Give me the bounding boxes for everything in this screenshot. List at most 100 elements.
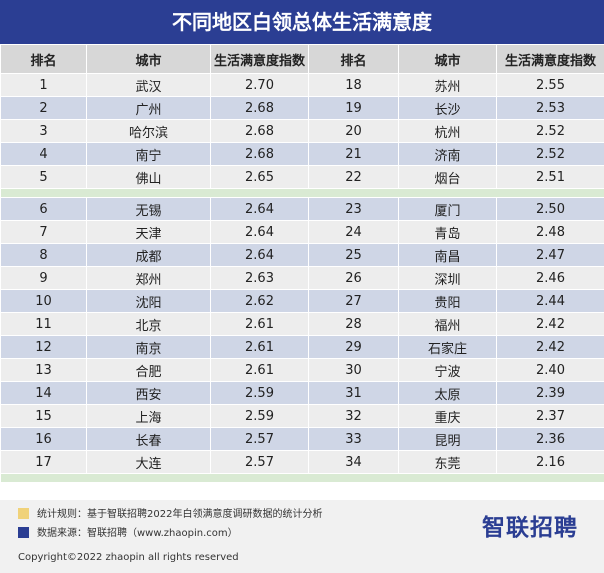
table-separator — [0, 473, 604, 483]
score-cell: 2.53 — [496, 96, 604, 120]
city-cell: 沈阳 — [86, 289, 211, 313]
table-separator — [0, 188, 604, 198]
city-cell: 佛山 — [86, 165, 211, 189]
header-rank: 排名 — [0, 44, 87, 74]
city-cell: 长沙 — [398, 96, 497, 120]
rank-cell: 20 — [308, 119, 399, 143]
city-cell: 深圳 — [398, 266, 497, 290]
header-rank: 排名 — [308, 44, 399, 74]
source-legend: 数据来源：智联招聘（www.zhaopin.com） — [18, 527, 238, 541]
score-cell: 2.44 — [496, 289, 604, 313]
rank-cell: 18 — [308, 73, 399, 97]
rank-cell: 3 — [0, 119, 87, 143]
rank-cell: 6 — [0, 197, 87, 221]
header-city: 城市 — [86, 44, 211, 74]
score-cell: 2.59 — [210, 404, 309, 428]
city-cell: 东莞 — [398, 450, 497, 474]
city-cell: 成都 — [86, 243, 211, 267]
header-score: 生活满意度指数 — [496, 44, 604, 74]
city-cell: 厦门 — [398, 197, 497, 221]
score-cell: 2.42 — [496, 312, 604, 336]
rank-cell: 24 — [308, 220, 399, 244]
score-cell: 2.40 — [496, 358, 604, 382]
city-cell: 大连 — [86, 450, 211, 474]
rank-cell: 29 — [308, 335, 399, 359]
score-cell: 2.64 — [210, 197, 309, 221]
rank-cell: 32 — [308, 404, 399, 428]
score-cell: 2.70 — [210, 73, 309, 97]
rank-cell: 22 — [308, 165, 399, 189]
yellow-square-icon — [18, 508, 29, 519]
rank-cell: 28 — [308, 312, 399, 336]
table-row: 2 广州 2.68 19 长沙 2.53 — [0, 96, 604, 120]
rank-cell: 4 — [0, 142, 87, 166]
rank-cell: 31 — [308, 381, 399, 405]
score-cell: 2.39 — [496, 381, 604, 405]
city-cell: 北京 — [86, 312, 211, 336]
city-cell: 南昌 — [398, 243, 497, 267]
city-cell: 重庆 — [398, 404, 497, 428]
table-header-row: 排名 城市 生活满意度指数 排名 城市 生活满意度指数 — [0, 44, 604, 74]
copyright-text: Copyright©2022 zhaopin all rights reserv… — [18, 552, 239, 563]
rank-cell: 5 — [0, 165, 87, 189]
rank-cell: 19 — [308, 96, 399, 120]
score-cell: 2.48 — [496, 220, 604, 244]
table-row: 5 佛山 2.65 22 烟台 2.51 — [0, 165, 604, 189]
rank-cell: 7 — [0, 220, 87, 244]
city-cell: 哈尔滨 — [86, 119, 211, 143]
score-cell: 2.68 — [210, 119, 309, 143]
header-city: 城市 — [398, 44, 497, 74]
page-title: 不同地区白领总体生活满意度 — [0, 0, 604, 44]
score-cell: 2.16 — [496, 450, 604, 474]
score-cell: 2.64 — [210, 220, 309, 244]
city-cell: 上海 — [86, 404, 211, 428]
city-cell: 无锡 — [86, 197, 211, 221]
city-cell: 广州 — [86, 96, 211, 120]
table-row: 6 无锡 2.64 23 厦门 2.50 — [0, 197, 604, 221]
rank-cell: 16 — [0, 427, 87, 451]
city-cell: 南宁 — [86, 142, 211, 166]
score-cell: 2.61 — [210, 335, 309, 359]
stat-rule-legend: 统计规则：基于智联招聘2022年白领满意度调研数据的统计分析 — [18, 508, 322, 522]
score-cell: 2.68 — [210, 96, 309, 120]
city-cell: 长春 — [86, 427, 211, 451]
score-cell: 2.64 — [210, 243, 309, 267]
table-row: 13 合肥 2.61 30 宁波 2.40 — [0, 358, 604, 382]
city-cell: 昆明 — [398, 427, 497, 451]
city-cell: 郑州 — [86, 266, 211, 290]
rank-cell: 26 — [308, 266, 399, 290]
city-cell: 西安 — [86, 381, 211, 405]
table-row: 1 武汉 2.70 18 苏州 2.55 — [0, 73, 604, 97]
city-cell: 宁波 — [398, 358, 497, 382]
blue-square-icon — [18, 527, 29, 538]
table-row: 14 西安 2.59 31 太原 2.39 — [0, 381, 604, 405]
table-row: 11 北京 2.61 28 福州 2.42 — [0, 312, 604, 336]
city-cell: 青岛 — [398, 220, 497, 244]
score-cell: 2.42 — [496, 335, 604, 359]
score-cell: 2.47 — [496, 243, 604, 267]
city-cell: 济南 — [398, 142, 497, 166]
city-cell: 天津 — [86, 220, 211, 244]
rank-cell: 30 — [308, 358, 399, 382]
city-cell: 烟台 — [398, 165, 497, 189]
score-cell: 2.57 — [210, 450, 309, 474]
table-row: 9 郑州 2.63 26 深圳 2.46 — [0, 266, 604, 290]
rank-cell: 23 — [308, 197, 399, 221]
score-cell: 2.36 — [496, 427, 604, 451]
city-cell: 杭州 — [398, 119, 497, 143]
table-row: 3 哈尔滨 2.68 20 杭州 2.52 — [0, 119, 604, 143]
table-row: 7 天津 2.64 24 青岛 2.48 — [0, 220, 604, 244]
rank-cell: 15 — [0, 404, 87, 428]
rank-cell: 14 — [0, 381, 87, 405]
score-cell: 2.51 — [496, 165, 604, 189]
rank-cell: 9 — [0, 266, 87, 290]
score-cell: 2.52 — [496, 119, 604, 143]
score-cell: 2.62 — [210, 289, 309, 313]
score-cell: 2.50 — [496, 197, 604, 221]
score-cell: 2.68 — [210, 142, 309, 166]
city-cell: 贵阳 — [398, 289, 497, 313]
score-cell: 2.52 — [496, 142, 604, 166]
rank-cell: 11 — [0, 312, 87, 336]
city-cell: 福州 — [398, 312, 497, 336]
separator-band — [0, 188, 604, 198]
